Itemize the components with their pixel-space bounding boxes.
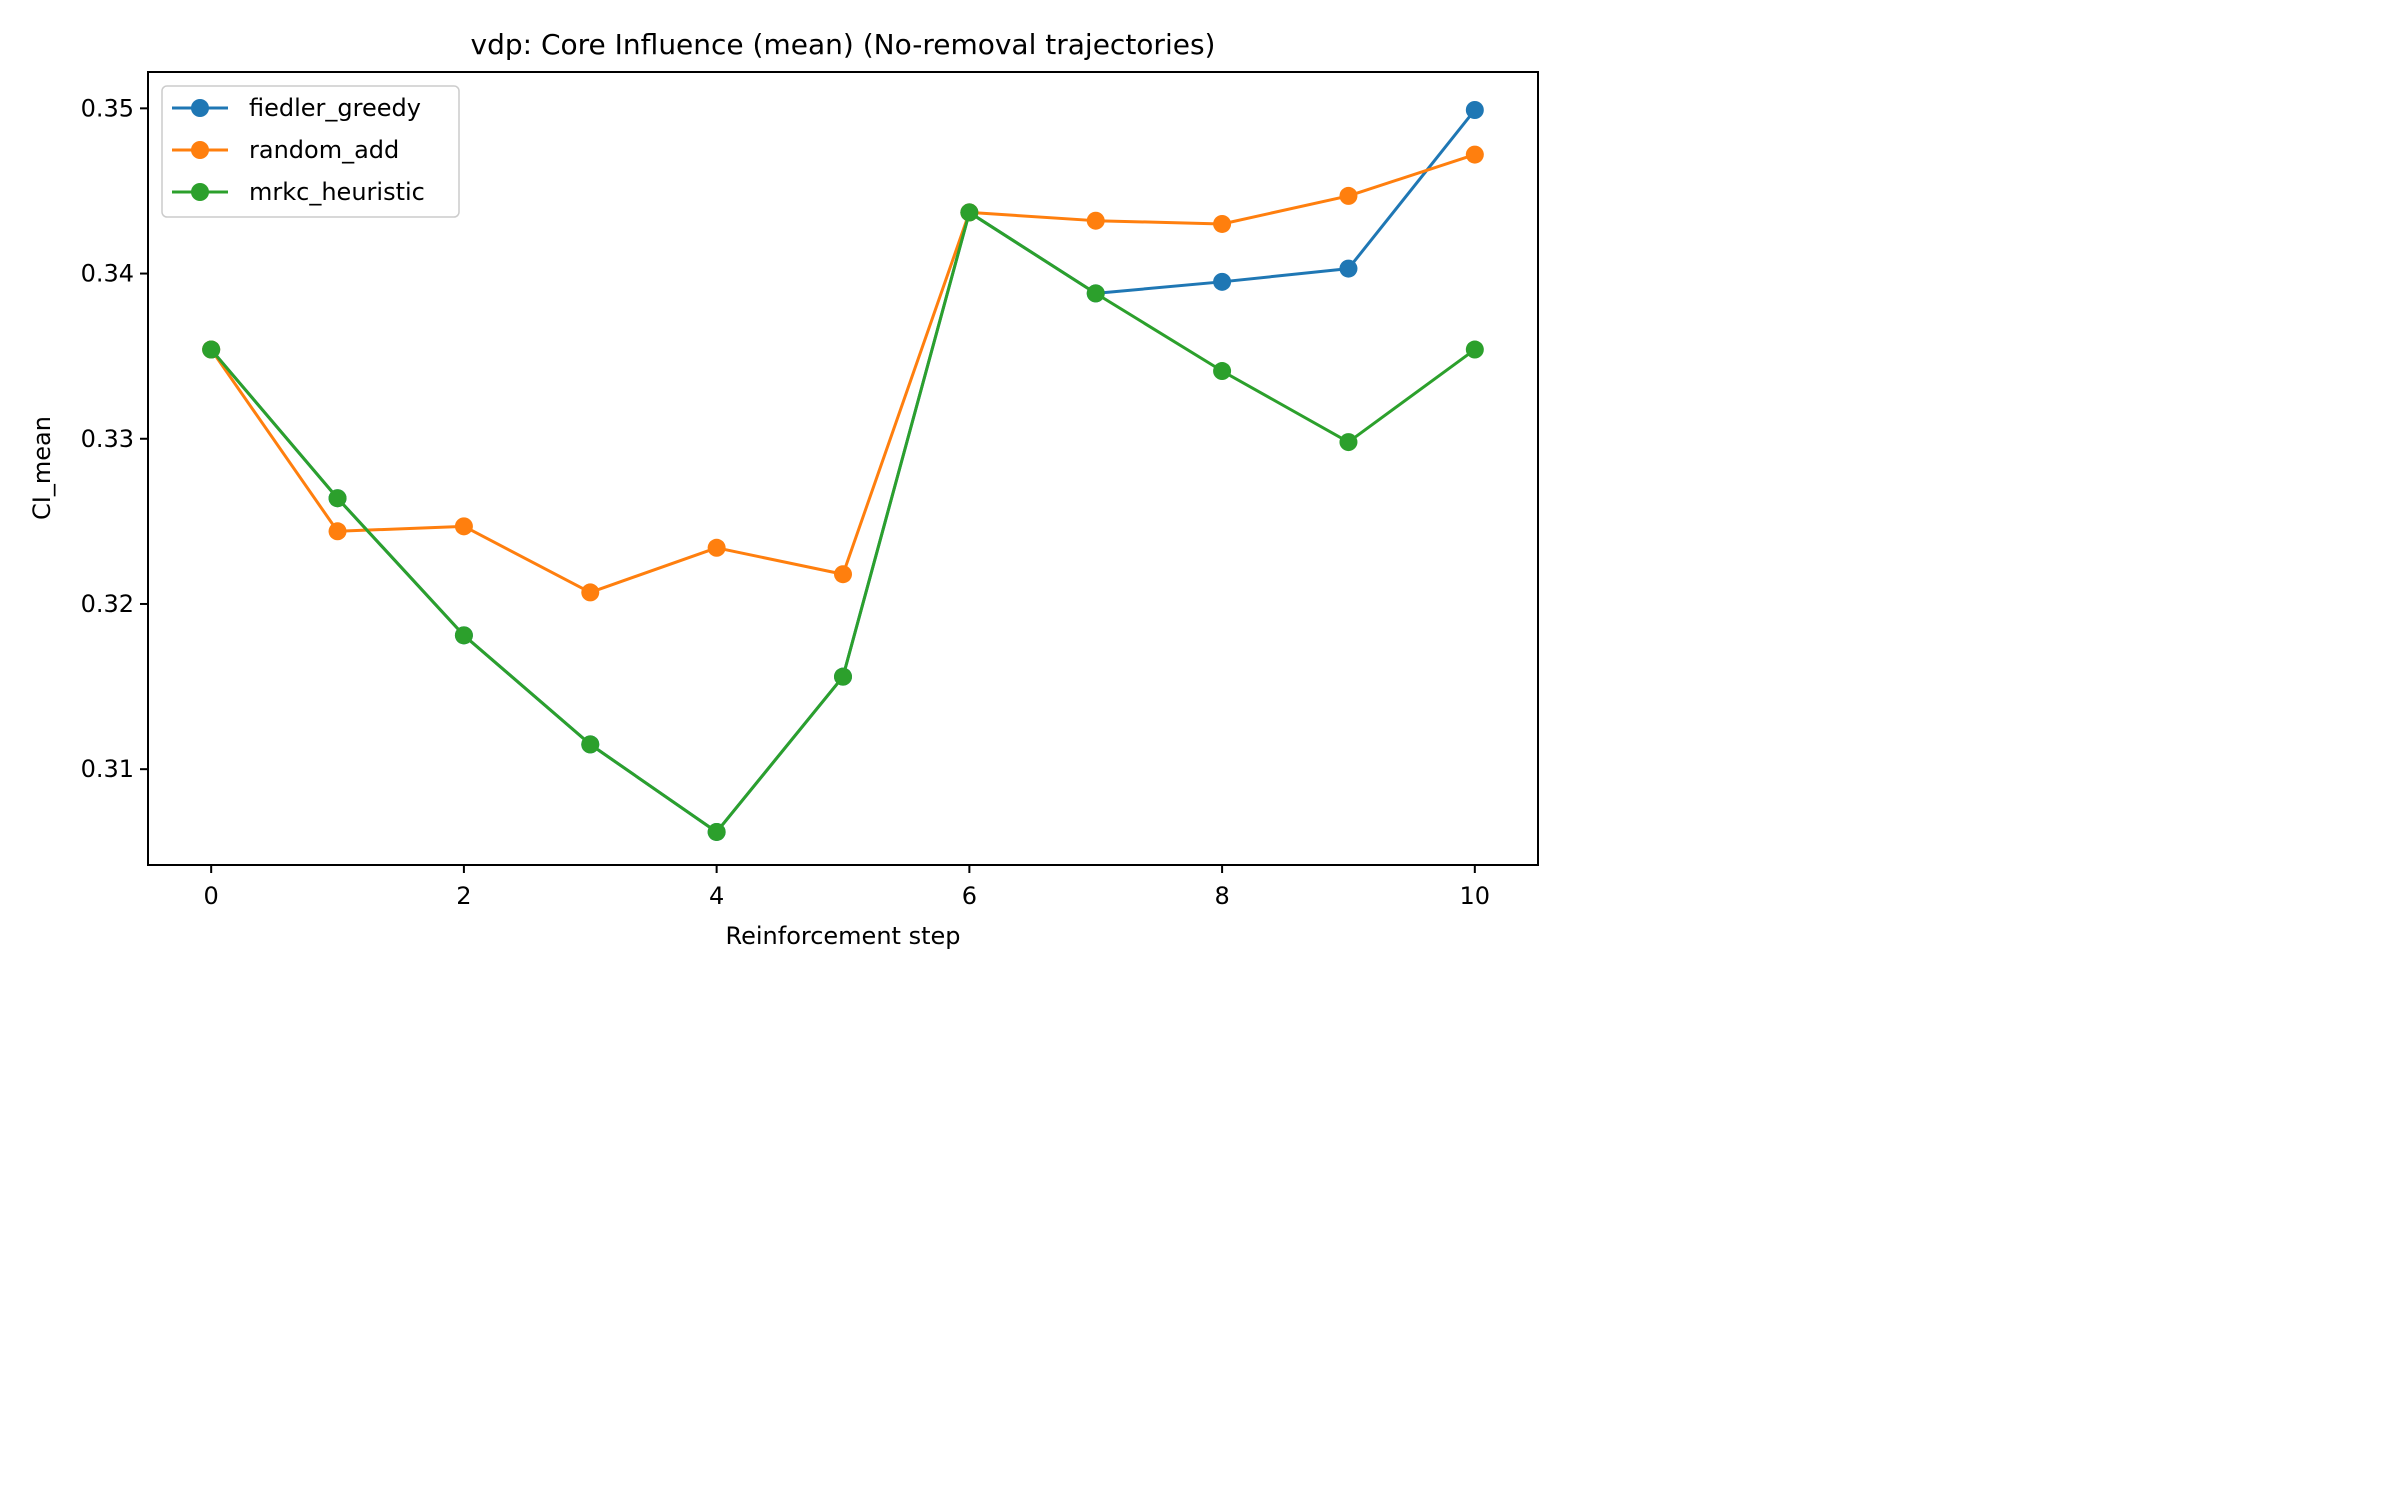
- legend-marker-random_add: [191, 141, 209, 159]
- data-point-random_add-10: [1465, 145, 1484, 164]
- data-point-mrkc_heuristic-7: [1086, 284, 1105, 303]
- y-tick-label: 0.32: [81, 590, 134, 618]
- series-line-fiedler_greedy: [210, 109, 1476, 834]
- y-axis-label: CI_mean: [28, 416, 56, 520]
- legend-box: [161, 85, 460, 218]
- data-point-fiedler_greedy-8: [1213, 272, 1232, 291]
- series-line-mrkc_heuristic: [210, 210, 1476, 834]
- data-point-random_add-1: [328, 522, 347, 541]
- data-point-mrkc_heuristic-1: [328, 489, 347, 508]
- plot-area: [147, 71, 1539, 866]
- data-point-fiedler_greedy-10: [1465, 100, 1484, 119]
- series-line-random_add: [209, 153, 1476, 594]
- legend: fiedler_greedy random_add mrkc_heuristic: [161, 85, 460, 218]
- data-point-mrkc_heuristic-6: [960, 203, 979, 222]
- chart-title: vdp: Core Influence (mean) (No-removal t…: [471, 28, 1216, 61]
- x-axis: 0 2 4 6 8 10: [204, 865, 1491, 910]
- data-point-mrkc_heuristic-9: [1339, 433, 1358, 452]
- data-point-random_add-8: [1213, 214, 1232, 233]
- legend-label-random_add: random_add: [249, 136, 399, 164]
- legend-label-fiedler_greedy: fiedler_greedy: [249, 94, 421, 122]
- x-tick-label: 0: [204, 882, 219, 910]
- x-tick-label: 4: [709, 882, 724, 910]
- data-point-mrkc_heuristic-3: [581, 735, 600, 754]
- data-point-random_add-5: [834, 565, 852, 584]
- data-point-random_add-9: [1339, 186, 1358, 205]
- x-axis-label: Reinforcement step: [726, 922, 961, 950]
- data-point-mrkc_heuristic-0: [202, 340, 221, 359]
- x-tick-label: 10: [1460, 882, 1491, 910]
- y-tick-label: 0.34: [81, 260, 134, 288]
- legend-marker-fiedler_greedy: [191, 99, 209, 117]
- x-tick-label: 8: [1214, 882, 1229, 910]
- x-tick-label: 2: [456, 882, 471, 910]
- x-tick-label: 6: [962, 882, 977, 910]
- legend-marker-mrkc_heuristic: [191, 183, 209, 201]
- data-point-mrkc_heuristic-4: [707, 822, 726, 841]
- y-axis: 0.31 0.32 0.33 0.34 0.35: [81, 94, 148, 783]
- line-chart: vdp: Core Influence (mean) (No-removal t…: [28, 28, 1539, 950]
- y-tick-label: 0.35: [81, 94, 134, 122]
- plot-frame: [147, 71, 1539, 866]
- data-point-fiedler_greedy-9: [1339, 259, 1358, 278]
- data-point-mrkc_heuristic-8: [1213, 362, 1232, 381]
- data-point-random_add-7: [1086, 211, 1105, 230]
- data-point-mrkc_heuristic-5: [834, 667, 852, 686]
- data-point-random_add-3: [581, 583, 600, 602]
- data-point-random_add-4: [707, 538, 726, 557]
- data-point-mrkc_heuristic-2: [454, 626, 473, 645]
- data-point-mrkc_heuristic-10: [1465, 340, 1484, 359]
- legend-label-mrkc_heuristic: mrkc_heuristic: [249, 178, 425, 206]
- y-tick-label: 0.33: [81, 425, 134, 453]
- y-tick-label: 0.31: [81, 755, 134, 783]
- data-point-random_add-2: [454, 517, 473, 536]
